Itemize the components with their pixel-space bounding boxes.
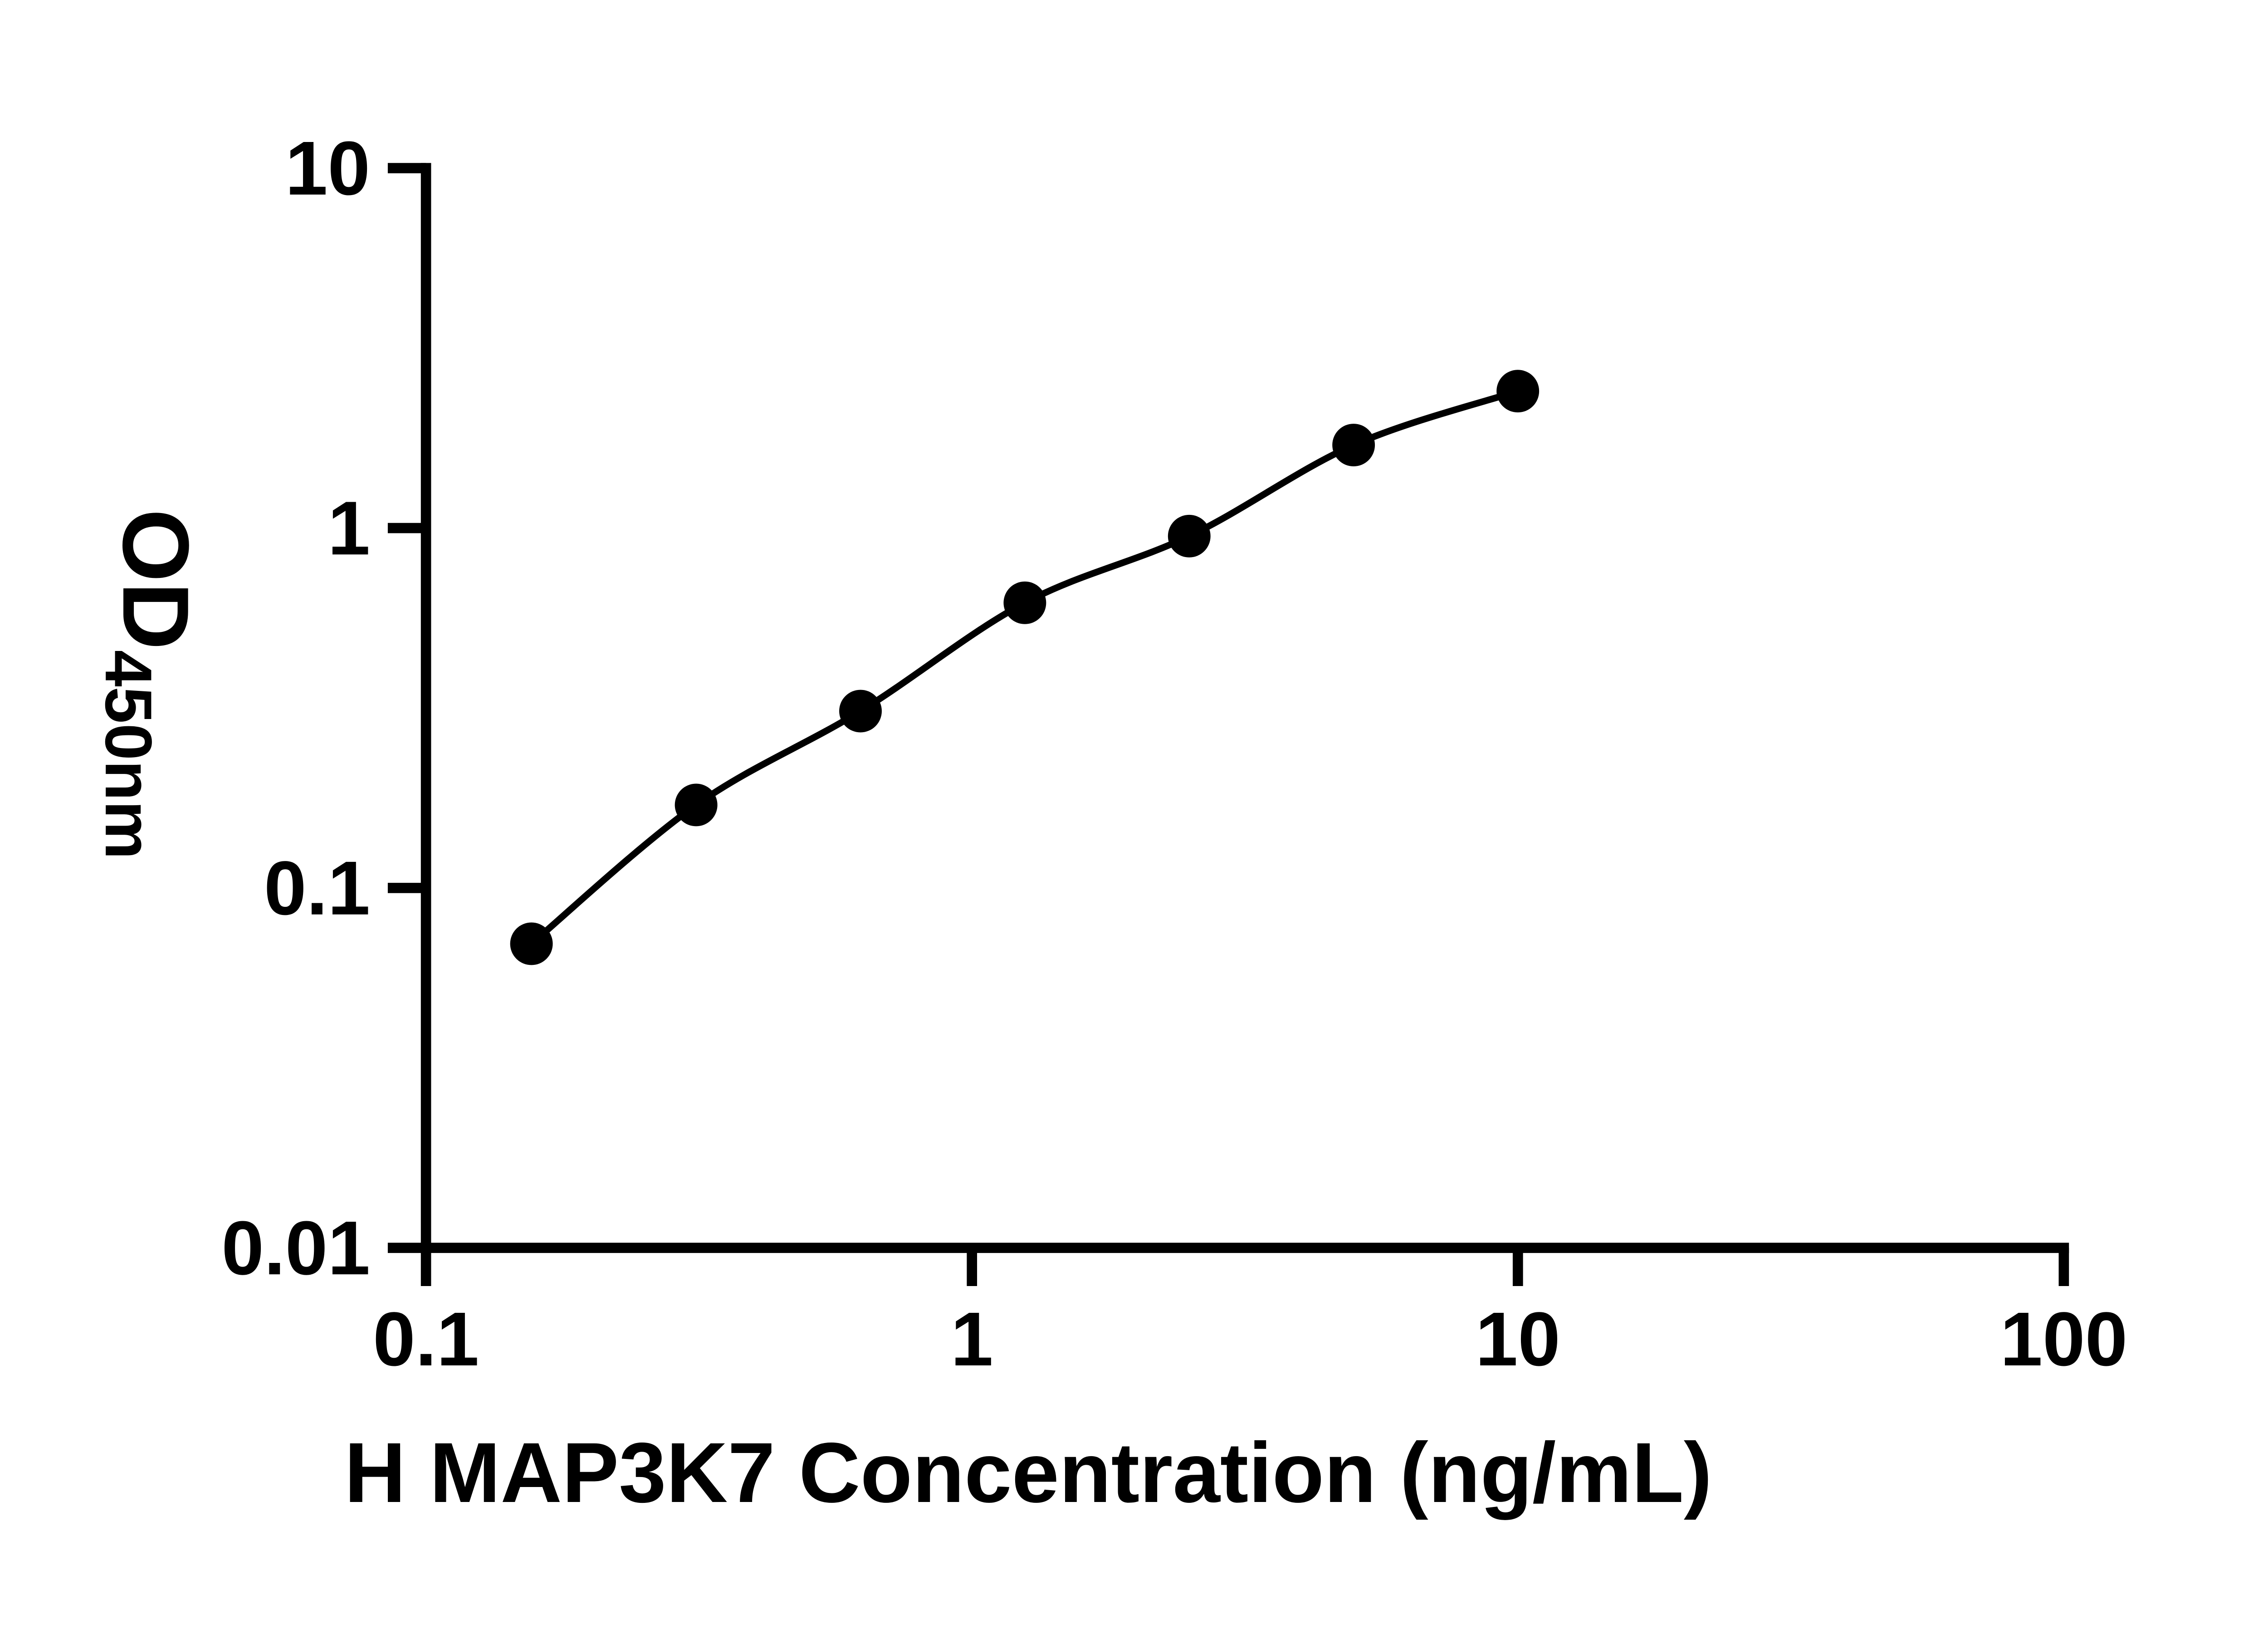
y-axis-label-sub: 450nm [92, 650, 166, 860]
y-tick-label: 10 [285, 126, 370, 211]
data-points [510, 370, 1540, 965]
x-tick-label: 100 [2000, 1296, 2127, 1382]
fit-curve [529, 388, 1519, 947]
y-axis-label: OD450nm [92, 509, 209, 860]
data-point [510, 922, 553, 965]
data-point [1003, 581, 1046, 624]
x-tick-label: 1 [951, 1296, 993, 1382]
tick-marks [387, 163, 2069, 1287]
data-point [839, 690, 882, 733]
data-point [1496, 370, 1540, 413]
x-tick-label: 0.1 [373, 1296, 479, 1382]
y-tick-label: 0.01 [221, 1205, 370, 1291]
y-tick-label: 0.1 [264, 846, 370, 931]
fit-curve-path [529, 388, 1519, 947]
svg-text:OD450nm: OD450nm [92, 509, 209, 860]
y-tick-label: 1 [327, 485, 370, 571]
x-axis-label: H MAP3K7 Concentration (ng/mL) [344, 1425, 1712, 1520]
data-point [1168, 514, 1211, 558]
data-point [675, 783, 718, 827]
data-point [1332, 424, 1375, 467]
y-axis-label-main: OD [103, 509, 209, 650]
axes [420, 163, 2069, 1253]
x-tick-label: 10 [1476, 1296, 1560, 1382]
